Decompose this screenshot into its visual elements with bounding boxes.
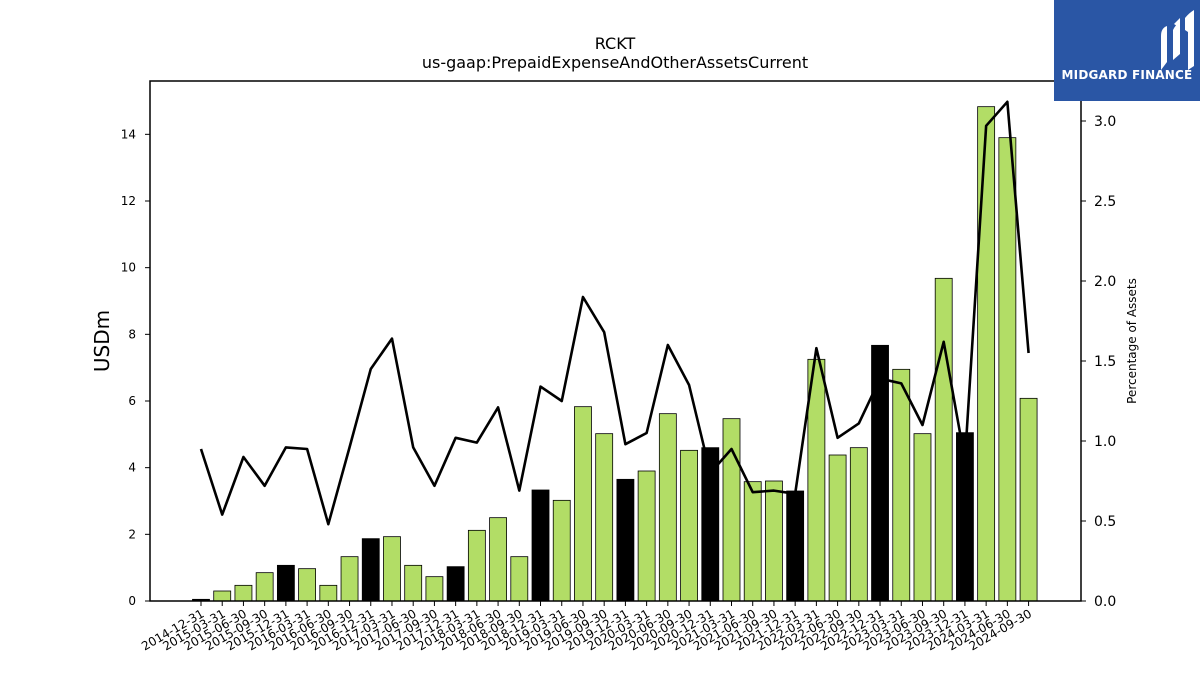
- bar: [276, 564, 295, 602]
- bar: [319, 584, 338, 602]
- bar: [255, 572, 274, 602]
- bar: [383, 536, 401, 602]
- brand-logo-text: MIDGARD FINANCE: [1061, 68, 1193, 82]
- bar: [446, 566, 465, 602]
- bar: [404, 564, 423, 602]
- bars-group: [192, 106, 1038, 602]
- bar: [765, 480, 783, 602]
- bar: [871, 344, 889, 602]
- y2-tick-label: 3.0: [1094, 114, 1116, 130]
- y-tick-label: 14: [121, 127, 136, 141]
- bar: [595, 433, 614, 602]
- brand-logo: MIDGARD FINANCE: [1054, 0, 1200, 101]
- y-tick-label: 4: [128, 461, 136, 475]
- bar: [637, 470, 656, 602]
- y2-tick-label: 1.5: [1094, 354, 1116, 370]
- y-axis-label: USDm: [90, 310, 114, 372]
- y2-tick-label: 0.5: [1094, 514, 1116, 530]
- y-tick-label: 8: [128, 327, 136, 341]
- bar: [298, 568, 317, 602]
- bar: [489, 517, 507, 602]
- series-line: [199, 100, 1030, 526]
- y-tick-label: 6: [128, 394, 136, 408]
- brand-mark-icon: [1161, 10, 1194, 70]
- bar: [361, 538, 380, 602]
- bar: [467, 529, 486, 602]
- bar: [213, 590, 232, 602]
- bar: [977, 106, 996, 602]
- y2-tick-label: 0.0: [1094, 594, 1116, 610]
- bar: [680, 449, 698, 602]
- bar: [1019, 397, 1038, 602]
- y-tick-label: 2: [128, 527, 136, 541]
- bar: [425, 576, 444, 602]
- chart-subtitle: us-gaap:PrepaidExpenseAndOtherAssetsCurr…: [422, 53, 808, 72]
- bar: [552, 499, 571, 602]
- chart-title: RCKT: [595, 34, 636, 53]
- bar: [849, 447, 868, 602]
- x-axis: 2014-12-312015-03-312015-06-302015-09-30…: [139, 601, 1034, 653]
- bar: [658, 413, 677, 602]
- bar: [340, 556, 359, 602]
- y2-tick-label: 1.0: [1094, 434, 1116, 450]
- bar: [892, 368, 911, 602]
- y-tick-label: 12: [121, 194, 136, 208]
- y2-tick-label: 2.0: [1094, 274, 1116, 290]
- bar: [574, 406, 592, 602]
- y2-axis-label: Percentage of Assets: [1125, 278, 1139, 404]
- bar: [616, 478, 635, 602]
- bar: [234, 584, 253, 602]
- bar: [531, 489, 550, 602]
- plot-frame: [149, 80, 1082, 602]
- bar: [913, 433, 932, 602]
- bar: [510, 556, 529, 602]
- line-group: [199, 100, 1030, 526]
- y2-axis: 0.0 0.5 1.0 1.5 2.0 2.5 3.0: [1081, 114, 1116, 610]
- bar: [722, 418, 741, 602]
- y-axis: 0 2 4 6 8 10 12 14: [121, 127, 150, 608]
- bar: [998, 137, 1017, 602]
- y2-tick-label: 2.5: [1094, 194, 1116, 210]
- bar: [743, 481, 762, 602]
- y-tick-label: 10: [121, 261, 136, 275]
- bar: [786, 490, 805, 602]
- y-tick-label: 0: [128, 594, 136, 608]
- bar: [934, 277, 953, 602]
- bar: [828, 454, 847, 602]
